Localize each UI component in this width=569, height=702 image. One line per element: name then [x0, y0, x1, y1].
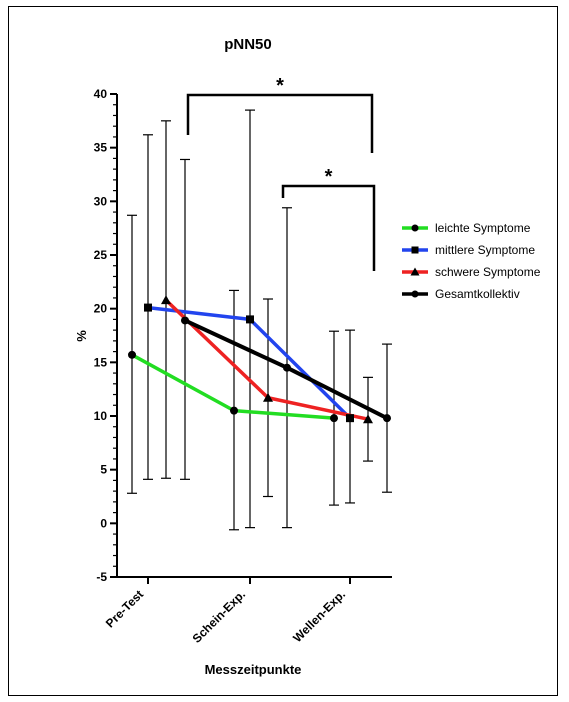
data-point-s3: [161, 295, 171, 305]
significance-star-1: *: [276, 75, 284, 97]
legend-marker-3: [410, 267, 420, 276]
y-tick-label: 5: [100, 463, 107, 477]
legend-marker-4: [411, 290, 419, 298]
y-tick-label: 0: [100, 516, 107, 530]
data-point-s3: [263, 392, 273, 402]
x-tick-label: Wellen-Exp.: [290, 587, 348, 645]
legend-label-4: Gesamtkollektiv: [435, 287, 520, 301]
y-tick-label: -5: [96, 570, 107, 584]
series-line-2: [147, 305, 352, 420]
x-tick-label: Schein-Exp.: [190, 587, 248, 645]
y-tick-label: 20: [94, 302, 108, 316]
data-point-s4: [383, 414, 391, 423]
data-point-s4: [283, 363, 291, 372]
chart-title: pNN50: [224, 36, 272, 53]
data-point-s3: [363, 414, 373, 424]
y-tick-label: 40: [94, 87, 108, 101]
data-point-s2: [246, 315, 254, 324]
legend-marker-1: [411, 224, 419, 232]
data-point-s1: [230, 406, 238, 415]
x-tick-label: Pre-Test: [103, 587, 146, 630]
y-tick-label: 30: [94, 194, 108, 208]
legend-marker-2: [411, 246, 419, 254]
data-point-s1: [128, 350, 136, 359]
data-point-s4: [181, 316, 189, 325]
legend-label-3: schwere Symptome: [435, 265, 541, 279]
significance-star-2: *: [325, 166, 333, 188]
data-point-s2: [346, 414, 354, 423]
legend-label-2: mittlere Symptome: [435, 243, 535, 257]
significance-bracket-1: [186, 93, 374, 153]
y-axis-title: %: [74, 330, 89, 342]
data-point-s1: [330, 414, 338, 423]
data-point-s2: [144, 303, 152, 312]
y-tick-label: 35: [94, 141, 108, 155]
significance-bracket-2: [281, 184, 376, 271]
y-tick-label: 15: [94, 355, 108, 369]
x-axis-title: Messzeitpunkte: [205, 662, 302, 677]
y-tick-label: 10: [94, 409, 108, 423]
y-tick-label: 25: [94, 248, 108, 262]
legend-label-1: leichte Symptome: [435, 221, 531, 235]
